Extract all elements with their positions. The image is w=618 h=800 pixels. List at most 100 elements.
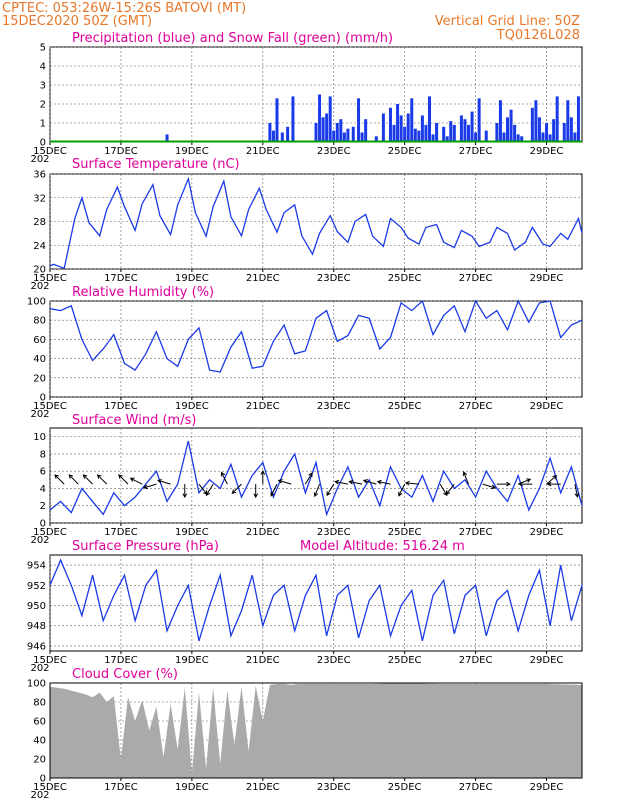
- rh-x-tick-label: 25DEC: [388, 401, 422, 412]
- precip-bar: [339, 119, 343, 142]
- wind-series-line: [49, 440, 583, 517]
- cloud-x-tick-label: 23DEC: [317, 782, 351, 793]
- cloud-y-tick-label: 60: [33, 717, 46, 728]
- wind-year-label: 202: [30, 535, 49, 546]
- cloud-y-tick-label: 0: [40, 774, 46, 785]
- precip-bar: [388, 107, 392, 142]
- cloud-frame-overlay: [49, 682, 583, 779]
- pressure-x-tick-label: 29DEC: [530, 655, 564, 666]
- wind-vector-arrow: [157, 479, 171, 485]
- precip-bar: [463, 119, 467, 142]
- precip-bar: [502, 132, 506, 142]
- wind-x-tick-label: 17DEC: [104, 527, 138, 538]
- precip-bar: [470, 111, 474, 142]
- precip-bar: [268, 123, 272, 142]
- cloud-cover-area: [50, 683, 582, 778]
- wind-vector-arrow: [362, 479, 377, 485]
- wind-vector-arrow: [462, 471, 469, 485]
- pressure-y-tick-label: 952: [27, 581, 46, 592]
- wind-vector-arrow: [182, 484, 188, 499]
- temp-y-tick-label: 20: [33, 265, 46, 276]
- rh-frame: [49, 300, 583, 398]
- wind-vector-arrow: [574, 484, 580, 498]
- wind-vector-arrow: [546, 481, 561, 487]
- rh-y-tick-label: 80: [33, 316, 46, 327]
- temp-y-tick-label: 28: [33, 217, 46, 228]
- header-run-time: 15DEC2020 50Z (GMT): [2, 14, 152, 29]
- wind-x-tick-label: 27DEC: [459, 527, 493, 538]
- precip-bar: [516, 134, 520, 142]
- temp-x-tick-label: 29DEC: [530, 273, 564, 284]
- temp-x-tick-label: 21DEC: [246, 273, 280, 284]
- rh-y-tick-label: 100: [27, 297, 46, 308]
- wind-vector-arrow: [445, 483, 455, 496]
- temp-y-tick-label: 32: [33, 193, 46, 204]
- wind-x-tick-label: 23DEC: [317, 527, 351, 538]
- precip-bar: [449, 121, 453, 142]
- precip-bar: [569, 117, 573, 142]
- pressure-x-tick-label: 19DEC: [175, 655, 209, 666]
- wind-vector-arrow: [482, 483, 497, 490]
- wind-vector-arrow: [129, 477, 143, 485]
- precip-bar: [275, 98, 279, 142]
- precip-bar: [427, 96, 431, 142]
- precip-bar: [474, 132, 478, 142]
- wind-vector-arrow: [270, 483, 278, 497]
- wind-vector-arrow: [376, 479, 391, 485]
- rh-series-line: [49, 299, 583, 373]
- precip-bar: [335, 123, 339, 142]
- precip-bar: [165, 134, 169, 142]
- precip-bar: [573, 132, 577, 142]
- precip-bar: [435, 123, 439, 142]
- precip-x-tick-label: 23DEC: [317, 146, 351, 157]
- precip-bar: [321, 117, 325, 142]
- temp-x-tick-label: 23DEC: [317, 273, 351, 284]
- pressure-series-line: [49, 558, 583, 642]
- pressure-x-tick-label: 15DEC: [33, 655, 67, 666]
- wind-y-tick-label: 4: [40, 484, 46, 495]
- wind-vector-arrow: [142, 483, 157, 490]
- precip-bar: [286, 126, 290, 142]
- precip-bar: [364, 119, 368, 142]
- precip-bar: [406, 113, 410, 142]
- pressure-title: Surface Pressure (hPa): [72, 539, 219, 554]
- precip-bar: [399, 115, 403, 142]
- precip-bar: [541, 132, 545, 142]
- pressure-x-tick-label: 23DEC: [317, 655, 351, 666]
- precip-bar: [552, 119, 556, 142]
- precip-bar: [562, 123, 566, 142]
- rh-y-tick-label: 0: [40, 393, 46, 404]
- precip-y-tick-label: 3: [40, 81, 46, 92]
- precip-y-tick-label: 1: [40, 119, 46, 130]
- temp-x-tick-label: 19DEC: [175, 273, 209, 284]
- precip-bar: [357, 98, 361, 142]
- precip-y-tick-label: 2: [40, 100, 46, 111]
- pressure-x-tick-label: 17DEC: [104, 655, 138, 666]
- wind-vector-arrow: [277, 479, 292, 485]
- rh-y-tick-label: 40: [33, 354, 46, 365]
- precip-year-label: 202: [30, 154, 49, 165]
- temp-x-tick-label: 27DEC: [459, 273, 493, 284]
- precip-bar: [459, 115, 463, 142]
- temp-y-tick-label: 36: [33, 170, 46, 181]
- precip-bar: [342, 132, 346, 142]
- wind-vector-arrow: [496, 481, 511, 487]
- precip-y-tick-label: 5: [40, 43, 46, 54]
- precip-bar: [530, 107, 534, 142]
- cloud-y-tick-label: 20: [33, 755, 46, 766]
- pressure-y-tick-label: 946: [27, 641, 46, 652]
- cloud-year-label: 202: [30, 790, 49, 800]
- wind-vector-arrow: [334, 479, 349, 485]
- precip-bar: [280, 132, 284, 142]
- precip-bar: [314, 123, 318, 142]
- cloud-x-tick-label: 15DEC: [33, 782, 67, 793]
- precip-bar: [545, 123, 549, 142]
- precip-bar: [374, 136, 378, 142]
- cloud-x-tick-label: 27DEC: [459, 782, 493, 793]
- temp-x-tick-label: 15DEC: [33, 273, 67, 284]
- precip-bar: [346, 128, 350, 142]
- precip-bar: [360, 132, 364, 142]
- rh-x-tick-label: 19DEC: [175, 401, 209, 412]
- wind-vector-arrow: [198, 483, 208, 496]
- precip-x-tick-label: 27DEC: [459, 146, 493, 157]
